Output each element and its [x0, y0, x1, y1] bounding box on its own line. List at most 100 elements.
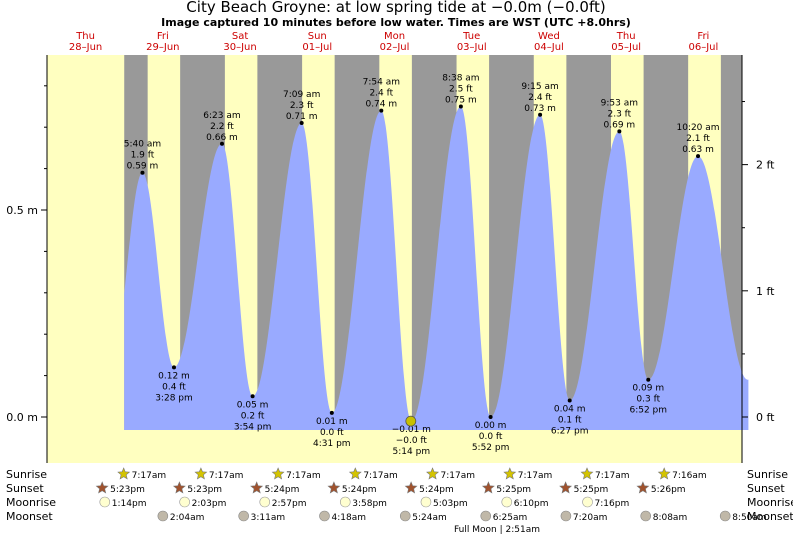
tide-time-label: 6:52 pm — [629, 406, 667, 416]
sunset-time: 5:23pm — [187, 485, 222, 495]
day-label-name: Sat — [232, 31, 248, 42]
moonset-time: 7:20am — [573, 513, 608, 523]
sunset-time: 5:25pm — [574, 485, 609, 495]
tide-extreme-point — [488, 415, 493, 419]
right-tick-label: 0 ft — [756, 411, 775, 424]
moonrise-icon — [582, 496, 593, 508]
day-label-date: 28–Jun — [69, 42, 102, 53]
day-labels: Thu28–JunFri29–JunSat30–JunSun01–JulMon0… — [69, 31, 718, 53]
day-label-date: 06–Jul — [688, 42, 718, 53]
tide-m-label: 0.66 m — [206, 133, 238, 143]
day-label-date: 29–Jun — [146, 42, 179, 53]
day-label-date: 02–Jul — [380, 42, 410, 53]
moonset-time: 8:50am — [732, 513, 767, 523]
tide-m-label: 0.09 m — [632, 384, 664, 394]
tide-ft-label: 0.2 ft — [241, 411, 265, 421]
moonset-icon — [480, 510, 492, 522]
tide-time-label: 5:14 pm — [393, 447, 431, 457]
tide-m-label: 0.69 m — [604, 120, 636, 130]
sunrise-icon — [117, 467, 131, 480]
tide-extreme-point — [379, 108, 384, 113]
sunrise-icon — [657, 467, 671, 480]
tide-ft-label: 0.0 ft — [479, 432, 503, 442]
moonrise-time: 2:57pm — [272, 499, 307, 509]
sunset-icon — [327, 481, 341, 494]
chart-title: City Beach Groyne: at low spring tide at… — [186, 0, 605, 16]
moon-phase-note: Full Moon | 2:51am — [454, 525, 540, 535]
tide-extreme-point — [646, 377, 651, 382]
tide-m-label: 0.12 m — [158, 371, 190, 381]
tide-ft-label: 2.5 ft — [449, 85, 473, 95]
moonrise-row-label-right: Moonrise — [747, 496, 793, 509]
right-tick-label: 2 ft — [756, 159, 775, 172]
tide-m-label: 0.05 m — [237, 400, 269, 410]
day-label-date: 01–Jul — [302, 42, 332, 53]
tide-extreme-point — [171, 365, 176, 370]
moonset-time: 4:18am — [332, 513, 367, 523]
sunset-icon — [250, 481, 264, 494]
tide-time-label: 8:38 am — [442, 74, 479, 84]
sunrise-time: 7:17am — [363, 471, 398, 481]
day-label-name: Wed — [538, 31, 560, 42]
moonrise-icon — [420, 496, 432, 508]
moonset-time: 8:08am — [653, 513, 688, 523]
sunrise-row-label-left: Sunrise — [6, 468, 47, 481]
sunset-time: 5:24pm — [265, 485, 300, 495]
sun-moon-events: 7:17am 7:17am 7:17am 7:17am 7:17am 7:17am 7:17… — [95, 467, 767, 523]
tide-m-label: 0.73 m — [524, 104, 556, 114]
tide-extreme-point — [250, 394, 255, 399]
tide-ft-label: −0.0 ft — [396, 436, 428, 446]
day-label-name: Sun — [308, 31, 327, 42]
moonrise-time: 3:58pm — [352, 499, 387, 509]
day-label-name: Thu — [616, 31, 636, 42]
moonset-icon — [157, 510, 169, 522]
capture-marker — [405, 415, 417, 427]
sunrise-icon — [348, 467, 362, 480]
tide-m-label: 0.71 m — [286, 112, 318, 122]
tide-m-label: 0.59 m — [127, 162, 159, 172]
tide-time-label: 4:31 pm — [313, 439, 351, 449]
moonrise-icon — [339, 496, 351, 508]
day-label-date: 03–Jul — [457, 42, 487, 53]
sunrise-time: 7:17am — [518, 471, 553, 481]
tide-ft-label: 0.0 ft — [320, 428, 344, 438]
moonset-time: 6:25am — [493, 513, 528, 523]
sunset-icon — [481, 481, 495, 494]
moonrise-icon — [501, 496, 513, 508]
sunrise-icon — [271, 467, 285, 480]
moonrise-icon — [99, 496, 111, 508]
tide-extreme-point — [140, 170, 145, 175]
day-label-name: Fri — [157, 31, 169, 42]
sunset-time: 5:25pm — [496, 485, 531, 495]
sunrise-time: 7:17am — [132, 471, 167, 481]
sunset-time: 5:24pm — [342, 485, 377, 495]
moonset-row-label-left: Moonset — [6, 510, 53, 523]
sunrise-icon — [194, 467, 208, 480]
moonset-icon — [319, 510, 330, 522]
tide-ft-label: 0.3 ft — [636, 395, 660, 405]
tide-extreme-point — [567, 398, 572, 403]
sunrise-time: 7:17am — [595, 471, 630, 481]
sunrise-time: 7:17am — [441, 471, 476, 481]
axes: 0.0 m 0.5 m 0 ft 1 ft 2 ft — [6, 55, 775, 463]
moonset-icon — [719, 510, 731, 522]
sunrise-time: 7:17am — [209, 471, 244, 481]
sunset-time: 5:23pm — [110, 485, 145, 495]
moonset-time: 2:04am — [170, 513, 205, 523]
day-label-name: Fri — [697, 31, 709, 42]
sunset-time: 5:26pm — [651, 485, 686, 495]
sunset-icon — [404, 481, 418, 494]
tide-m-label: 0.75 m — [445, 96, 477, 106]
tide-area — [124, 106, 749, 430]
day-label-name: Mon — [384, 31, 405, 42]
sunrise-icon — [503, 467, 517, 480]
sunset-row-label-left: Sunset — [6, 482, 44, 495]
day-label-date: 04–Jul — [534, 42, 564, 53]
tide-ft-label: 2.2 ft — [210, 122, 234, 132]
moonrise-time: 1:14pm — [112, 499, 147, 509]
sunrise-time: 7:17am — [286, 471, 321, 481]
tide-time-label: 3:28 pm — [155, 393, 193, 403]
sunrise-icon — [580, 467, 594, 480]
tide-m-label: −0.01 m — [392, 425, 431, 435]
moonset-icon — [238, 510, 249, 522]
